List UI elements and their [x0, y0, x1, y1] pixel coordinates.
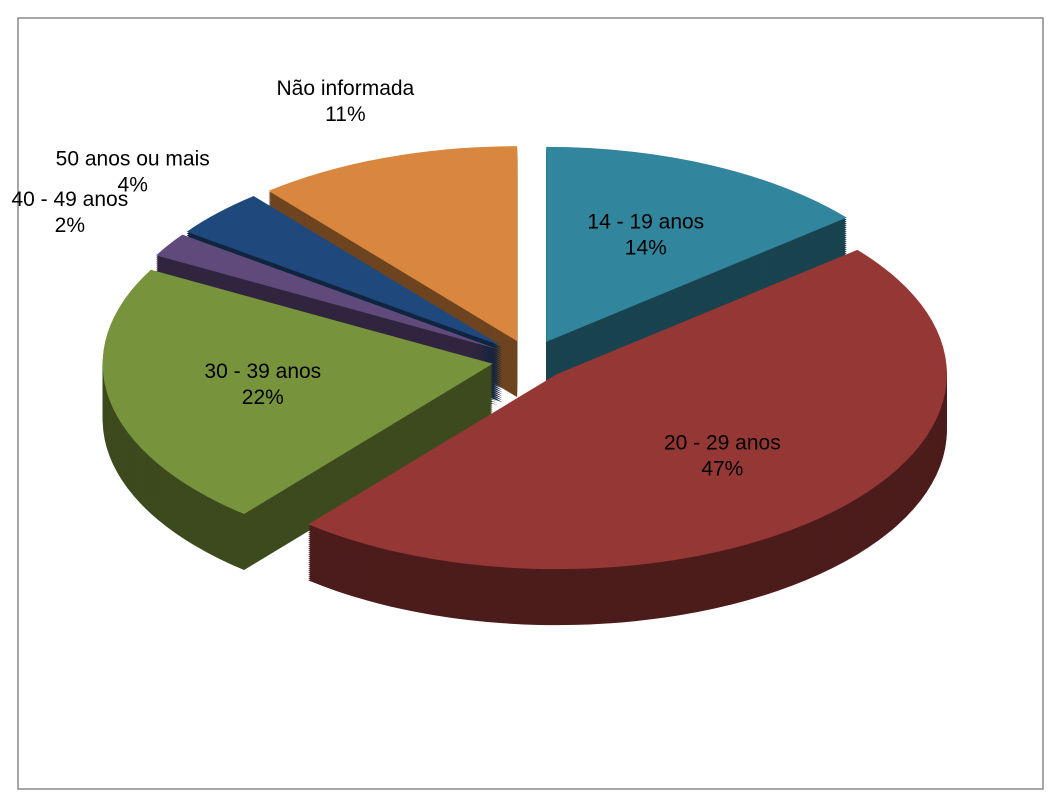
data-label-value: 47% [701, 457, 743, 480]
data-label-value: 11% [325, 103, 365, 126]
slice-group [308, 249, 947, 626]
slice [546, 146, 847, 342]
slice [268, 146, 518, 342]
data-label-name: 30 - 39 anos [204, 360, 321, 383]
data-label-name: 14 - 19 anos [587, 211, 704, 234]
slice-group [546, 146, 847, 398]
slice [156, 234, 498, 350]
data-label-name: 40 - 49 anos [11, 188, 128, 211]
data-label-value: 2% [55, 214, 85, 237]
slice [308, 249, 947, 570]
data-label-value: 4% [118, 173, 148, 196]
slice [102, 269, 493, 514]
data-label-value: 22% [242, 386, 284, 409]
data-label-name: 20 - 29 anos [664, 431, 781, 454]
data-label-name: 50 anos ou mais [56, 147, 210, 170]
slice [186, 196, 503, 347]
data-label-value: 14% [625, 237, 667, 260]
slice-group [102, 269, 493, 570]
data-label-name: Não informada [277, 77, 415, 100]
